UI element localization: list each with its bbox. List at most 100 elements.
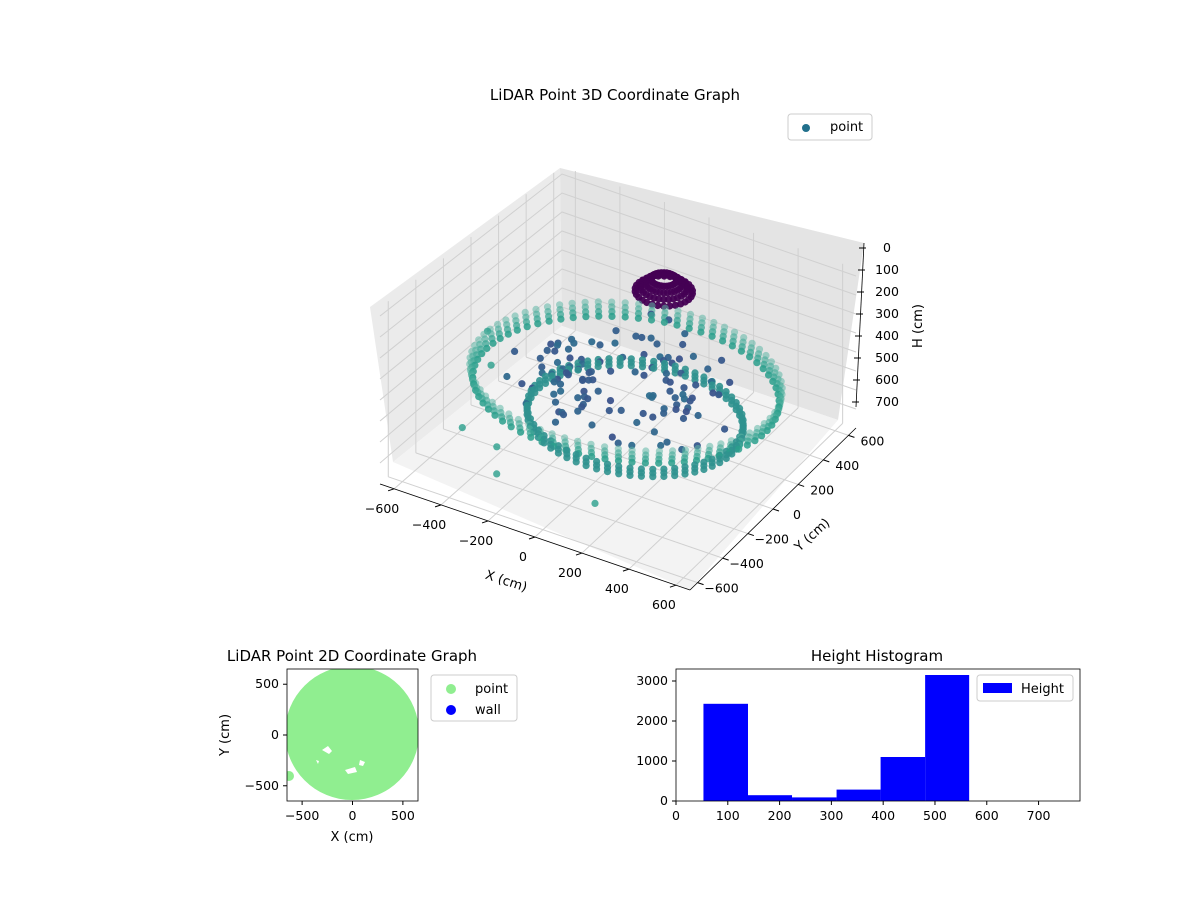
data-point-3d (564, 345, 573, 353)
data-point-3d (614, 439, 622, 447)
x-tick-label-3d: 600 (652, 597, 676, 612)
data-point-3d (685, 324, 693, 332)
data-point-3d (617, 406, 625, 414)
y-axis-label-2d: Y (cm) (218, 714, 233, 757)
data-point-3d (569, 314, 577, 322)
data-point-3d (660, 472, 668, 481)
x-tick-label-3d: 0 (519, 549, 527, 564)
data-point-3d (722, 454, 730, 463)
data-point-3d (743, 441, 751, 449)
data-point-3d (593, 465, 601, 473)
data-point-3d (697, 328, 705, 336)
data-point-3d (638, 333, 646, 342)
plot-2d: LiDAR Point 2D Coordinate Graph −500 0 500… (218, 647, 518, 845)
data-point-3d (654, 301, 662, 310)
z-tick-label-3d: 0 (883, 240, 891, 255)
z-tick-label-3d: 400 (875, 328, 899, 343)
data-point-3d (605, 362, 613, 370)
data-point-3d (647, 334, 655, 342)
y-tick-label-3d: −200 (755, 532, 789, 547)
chart-title-2d: LiDAR Point 2D Coordinate Graph (227, 647, 477, 665)
data-point-3d (655, 459, 663, 467)
data-point-3d (694, 411, 702, 420)
data-point-3d (647, 316, 656, 324)
histogram-bar (747, 795, 793, 801)
data-point-3d (507, 423, 515, 431)
data-point-3d (726, 378, 734, 386)
data-point-3d (570, 339, 578, 347)
data-point-3d (660, 272, 668, 280)
data-point-3d (735, 445, 743, 453)
data-point-3d (660, 282, 668, 290)
data-point-3d (557, 315, 565, 323)
chart-title-3d: LiDAR Point 3D Coordinate Graph (490, 86, 740, 104)
plot-histogram: Height Histogram 0 100 200 300 400 500 600 7000… (636, 647, 1081, 823)
ticks-3d: −600−400−2000200400600−600−400−200020040… (365, 240, 899, 612)
x-tick-label-histogram: 100 (716, 808, 740, 823)
y-tick-3d (848, 434, 855, 438)
x-tick-3d (622, 568, 630, 572)
points-3d (458, 269, 786, 507)
data-point-3d (591, 499, 599, 507)
data-point-3d (547, 340, 555, 348)
data-point-3d (682, 408, 690, 416)
x-tick-label-2d: −500 (285, 808, 319, 823)
data-point-3d (606, 397, 615, 405)
data-point-3d (660, 295, 668, 303)
y-tick-label-histogram: 3000 (636, 673, 668, 688)
data-point-3d (679, 340, 687, 349)
data-point-3d (556, 380, 565, 388)
data-point-3d (585, 376, 593, 384)
data-point-3d (504, 330, 512, 338)
data-point-3d (545, 317, 553, 325)
legend-3d: point (787, 113, 873, 141)
legend-2d: point wall (430, 674, 518, 722)
data-point-3d (663, 438, 671, 446)
data-point-3d (499, 417, 507, 425)
outlier-point-2d (287, 771, 294, 781)
data-point-3d (653, 340, 661, 348)
pane-back (560, 168, 864, 420)
data-point-3d (540, 439, 548, 447)
data-point-3d (649, 473, 657, 481)
data-point-3d (553, 358, 562, 367)
x-tick-3d (387, 488, 395, 492)
y-tick-3d (772, 508, 780, 512)
data-point-3d (673, 321, 681, 329)
data-point-3d (675, 355, 684, 363)
y-tick-label-histogram: 0 (660, 793, 668, 808)
data-point-3d (611, 339, 619, 347)
data-point-3d (536, 354, 544, 362)
x-tick-label-3d: −200 (459, 533, 493, 548)
data-point-3d (543, 346, 551, 354)
data-point-3d (607, 367, 615, 375)
data-point-3d (751, 437, 759, 445)
data-point-3d (718, 356, 726, 364)
y-tick-label-3d: 400 (835, 458, 859, 473)
data-point-3d (496, 334, 504, 343)
data-point-3d (639, 409, 647, 418)
y-tick-label-histogram: 2000 (636, 713, 668, 728)
y-tick-label-3d: 0 (793, 507, 801, 522)
x-tick-3d (434, 504, 442, 508)
axes-frame-histogram (675, 668, 1081, 802)
data-point-3d (588, 338, 596, 346)
data-point-3d (579, 376, 587, 384)
x-tick-label-histogram: 300 (819, 808, 843, 823)
x-tick-label-3d: −400 (412, 517, 446, 532)
legend-histogram: Height (976, 674, 1074, 702)
data-point-3d (518, 380, 526, 388)
histogram-bars (703, 675, 970, 801)
data-point-3d (547, 444, 555, 452)
data-point-3d (692, 381, 700, 389)
data-point-3d (487, 361, 495, 369)
data-point-3d (503, 372, 511, 381)
data-point-3d (517, 428, 525, 436)
data-point-3d (686, 397, 694, 405)
data-point-3d (534, 320, 542, 328)
data-point-3d (557, 387, 565, 395)
grid-line (379, 249, 857, 401)
histogram-bar (836, 789, 881, 801)
data-point-3d (608, 433, 616, 441)
y-tick-3d (823, 459, 830, 463)
